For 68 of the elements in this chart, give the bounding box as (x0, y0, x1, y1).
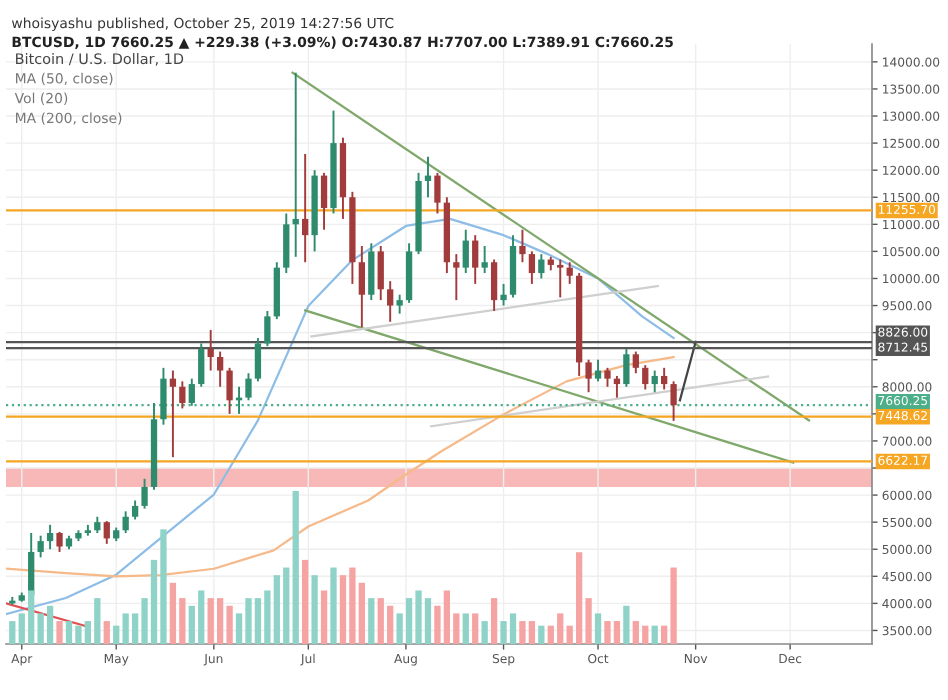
candlestick (207, 328, 214, 372)
candlestick (377, 245, 384, 302)
bar (594, 613, 602, 644)
candlestick (122, 510, 129, 534)
candlestick (500, 282, 507, 307)
bar (103, 621, 110, 644)
candlestick (283, 212, 290, 275)
candlestick (358, 245, 365, 329)
candlestick (56, 530, 63, 553)
candlestick (604, 366, 611, 388)
candlestick (320, 171, 328, 231)
candlestick (198, 342, 205, 388)
candlestick (538, 253, 545, 280)
bar (490, 598, 498, 644)
bar (330, 567, 337, 644)
candlestick (623, 347, 630, 388)
candlestick (254, 337, 262, 383)
candlestick (46, 523, 54, 551)
candlestick (434, 171, 441, 215)
bar (9, 621, 16, 644)
candlestick (481, 245, 488, 275)
candlestick (661, 366, 668, 391)
candlestick (37, 534, 44, 559)
candlestick (387, 280, 394, 323)
candlestick (557, 258, 564, 299)
bar (462, 613, 469, 644)
candlestick (453, 253, 460, 302)
candlestick (396, 293, 403, 315)
candlestick (632, 350, 639, 375)
line-series (6, 217, 675, 616)
bar (538, 625, 545, 644)
bar (320, 590, 328, 644)
candlestick (188, 377, 195, 407)
bar (311, 575, 318, 644)
bar (481, 621, 488, 644)
candlestick (472, 234, 479, 285)
candlestick (594, 358, 602, 383)
bar (292, 491, 299, 644)
bar (302, 559, 309, 644)
candlestick (368, 242, 375, 302)
candlestick (585, 358, 592, 394)
candlestick (103, 520, 110, 545)
candlestick (264, 310, 271, 348)
candlestick (226, 366, 233, 415)
bar (368, 598, 375, 644)
candlestick (566, 261, 573, 285)
candlestick (651, 369, 658, 394)
candlestick (490, 258, 498, 312)
bar (169, 582, 177, 644)
candlestick (216, 350, 224, 388)
candlestick (160, 366, 167, 426)
bar (651, 625, 658, 644)
candlestick (528, 250, 536, 285)
candlestick (179, 380, 186, 410)
candlestick (245, 372, 252, 402)
bar (56, 621, 63, 644)
line-series (6, 355, 675, 578)
candlestick (169, 369, 177, 459)
candlestick (141, 477, 148, 510)
candlestick (462, 228, 469, 275)
candlestick (642, 364, 649, 391)
candlestick (670, 380, 677, 422)
candlestick (131, 499, 139, 521)
candlestick (519, 228, 526, 264)
bar (623, 605, 630, 644)
candlestick (302, 152, 309, 264)
bar (113, 625, 120, 644)
bar (472, 613, 479, 644)
